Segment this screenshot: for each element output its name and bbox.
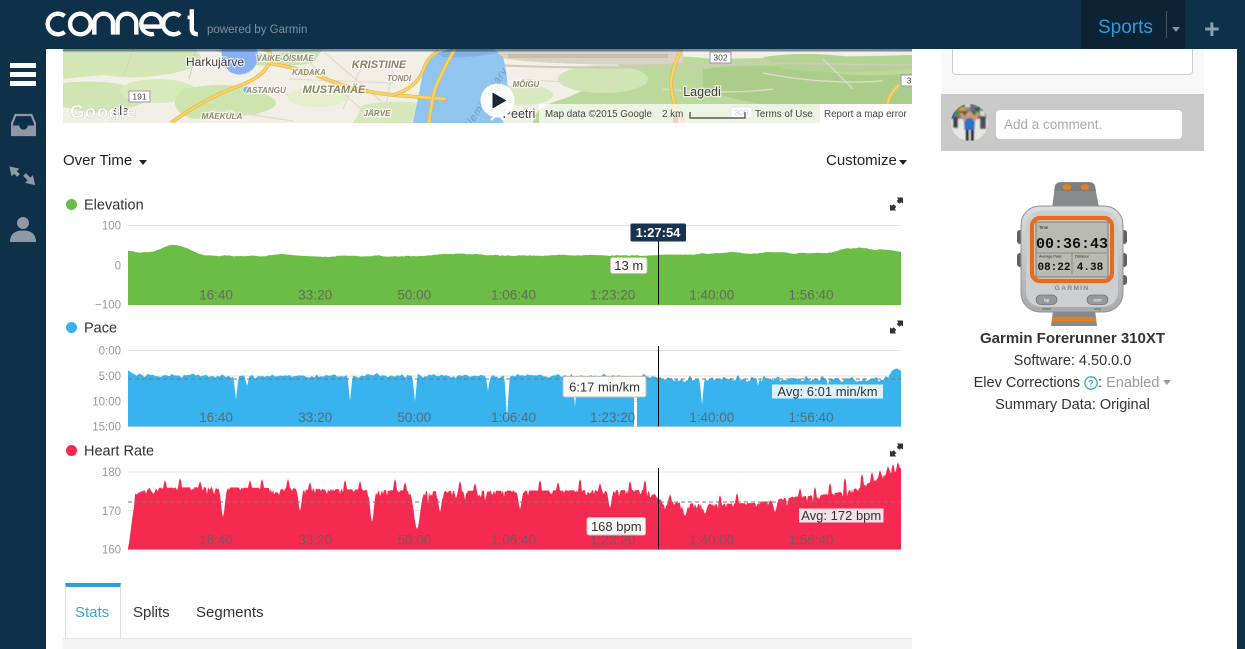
svg-text:−100: −100 (95, 300, 121, 312)
svg-text:33:20: 33:20 (298, 410, 332, 425)
svg-text:50:00: 50:00 (397, 288, 431, 303)
svg-text:160: 160 (102, 545, 121, 557)
svg-text:KRISTIINE: KRISTIINE (352, 59, 407, 71)
svg-text:16:40: 16:40 (199, 410, 233, 425)
svg-text:JÄRVE: JÄRVE (363, 108, 391, 118)
svg-text:Lagedi: Lagedi (683, 85, 721, 99)
svg-text:MUSTAMÄE: MUSTAMÄE (303, 83, 366, 96)
svg-text:33:20: 33:20 (298, 288, 332, 303)
svg-text:170: 170 (102, 506, 121, 518)
svg-text:5:00: 5:00 (99, 371, 121, 383)
svg-text:Average Pace: Average Pace (1039, 255, 1062, 259)
svg-text:Pace: Pace (84, 321, 117, 337)
svg-text:GARMIN: GARMIN (1055, 285, 1090, 292)
svg-text:VÄIKE-ÕISMÄE: VÄIKE-ÕISMÄE (256, 54, 314, 63)
svg-text:Terms of Use: Terms of Use (755, 109, 813, 120)
svg-text:ASTANGU: ASTANGU (245, 86, 287, 95)
svg-text:lap: lap (1044, 298, 1050, 303)
svg-text:2 km: 2 km (662, 109, 683, 120)
svg-text:MÕIGU: MÕIGU (513, 80, 540, 89)
svg-text:Harkujärve: Harkujärve (186, 55, 244, 69)
svg-text:TONDI: TONDI (387, 74, 412, 83)
svg-text:1:06:40: 1:06:40 (491, 533, 536, 548)
svg-text:Avg: 6:01 min/km: Avg: 6:01 min/km (777, 384, 877, 399)
svg-text:Google: Google (70, 101, 137, 122)
svg-text:16:40: 16:40 (199, 288, 233, 303)
svg-text:Report a map error: Report a map error (824, 109, 907, 120)
svg-text:302: 302 (713, 53, 727, 63)
svg-text:1:23:20: 1:23:20 (590, 533, 635, 548)
svg-text:30: 30 (907, 76, 912, 86)
svg-text:1:40:00: 1:40:00 (689, 533, 734, 548)
svg-text:?: ? (1088, 378, 1093, 388)
svg-text:0:00: 0:00 (99, 346, 121, 358)
svg-text:00:36:43: 00:36:43 (1036, 236, 1108, 253)
svg-text:1:23:20: 1:23:20 (590, 288, 635, 303)
svg-text:08:22: 08:22 (1037, 262, 1070, 274)
svg-text:stop: stop (1094, 307, 1101, 311)
svg-text:15:00: 15:00 (92, 422, 121, 434)
svg-text:Map data ©2015 Google: Map data ©2015 Google (545, 109, 652, 120)
svg-text:50:00: 50:00 (397, 533, 431, 548)
svg-text:Avg: 172 bpm: Avg: 172 bpm (801, 508, 881, 523)
svg-text:1:27:54: 1:27:54 (636, 225, 682, 240)
svg-text:KADAKA: KADAKA (292, 68, 326, 77)
svg-text:1:06:40: 1:06:40 (491, 288, 536, 303)
svg-text:1:40:00: 1:40:00 (689, 288, 734, 303)
svg-text:13 m: 13 m (614, 258, 643, 273)
svg-text:sla: sla (113, 104, 129, 118)
svg-text:50:00: 50:00 (397, 410, 431, 425)
svg-text:1:23:20: 1:23:20 (590, 410, 635, 425)
svg-text:Distance: Distance (1075, 255, 1089, 259)
svg-text:reset: reset (1042, 307, 1051, 311)
svg-text:4.38: 4.38 (1077, 262, 1104, 274)
svg-text:1:56:40: 1:56:40 (788, 533, 833, 548)
svg-text:Elevation: Elevation (84, 198, 144, 214)
svg-text:1:40:00: 1:40:00 (689, 410, 734, 425)
svg-text:6:17 min/km: 6:17 min/km (569, 379, 640, 394)
svg-text:100: 100 (102, 221, 121, 233)
svg-text:10:00: 10:00 (92, 397, 121, 409)
svg-text:16:40: 16:40 (199, 533, 233, 548)
svg-text:Time: Time (1039, 225, 1049, 230)
svg-text:1:56:40: 1:56:40 (788, 288, 833, 303)
svg-text:0: 0 (115, 261, 121, 273)
svg-text:MÄEKÜLA: MÄEKÜLA (202, 111, 243, 121)
svg-text:start: start (1093, 298, 1102, 303)
svg-text:Heart Rate: Heart Rate (84, 444, 154, 460)
svg-text:1:06:40: 1:06:40 (491, 410, 536, 425)
svg-text:191: 191 (132, 92, 146, 102)
svg-text:180: 180 (102, 467, 121, 479)
svg-text:33:20: 33:20 (298, 533, 332, 548)
svg-text:1:56:40: 1:56:40 (788, 410, 833, 425)
svg-text:168 bpm: 168 bpm (591, 519, 642, 534)
